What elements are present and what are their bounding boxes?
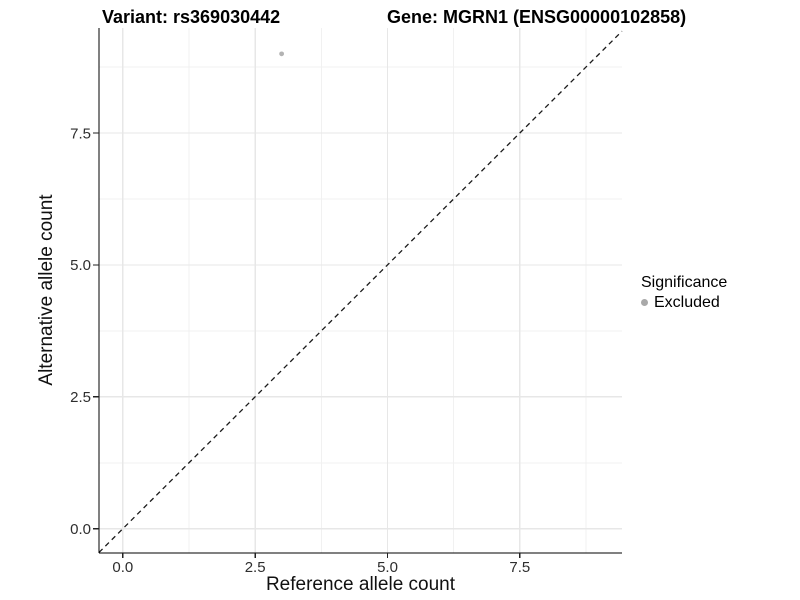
x-tick-label: 2.5 (245, 559, 266, 576)
y-tick-label: 2.5 (70, 389, 91, 406)
plot-title-variant: Variant: rs369030442 (102, 7, 281, 27)
x-tick-label: 5.0 (377, 559, 398, 576)
y-tick-label: 7.5 (70, 125, 91, 142)
legend-key-dot-icon (641, 299, 648, 306)
tick-labels: 0.0 2.5 5.0 7.5 0.0 2.5 5.0 7.5 (70, 125, 530, 576)
plot-title-gene: Gene: MGRN1 (ENSG00000102858) (387, 7, 687, 27)
y-tick-label: 0.0 (70, 521, 91, 538)
identity-dashed-line (98, 30, 623, 553)
major-gridlines (99, 28, 622, 553)
y-axis-title: Alternative allele count (36, 194, 57, 386)
axis-lines (98, 28, 622, 554)
legend-entry-excluded: Excluded (641, 293, 727, 312)
legend: Significance Excluded (641, 272, 727, 312)
x-tick-label: 7.5 (509, 559, 530, 576)
tick-marks (93, 132, 521, 558)
minor-gridlines (99, 28, 622, 553)
y-tick-label: 5.0 (70, 257, 91, 274)
legend-entry-label: Excluded (654, 293, 720, 311)
x-axis-title: Reference allele count (265, 574, 456, 595)
x-tick-label: 0.0 (112, 559, 133, 576)
legend-title: Significance (641, 274, 728, 291)
data-point (279, 51, 285, 57)
